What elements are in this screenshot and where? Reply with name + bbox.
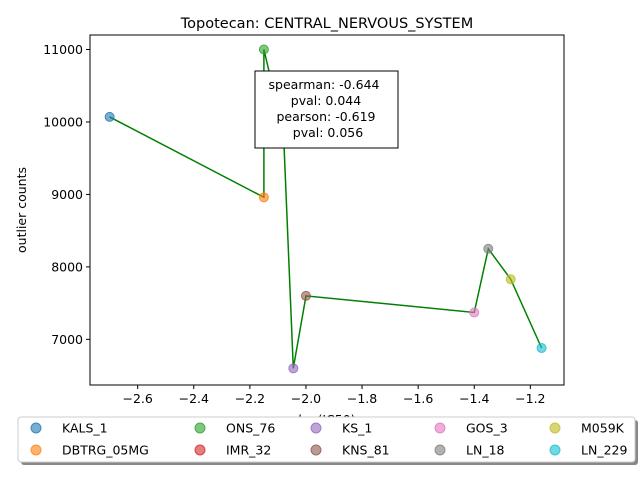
x-tick-label: −2.6 xyxy=(123,391,153,406)
y-tick-label: 11000 xyxy=(43,42,83,57)
annotation-line-spearman: spearman: -0.644 xyxy=(269,77,380,92)
annotation-frame xyxy=(254,70,399,149)
y-tick-label: 8000 xyxy=(51,259,83,274)
x-tick-label: −1.8 xyxy=(347,391,377,406)
legend-marker xyxy=(549,444,561,456)
legend-label: LN_18 xyxy=(466,443,505,458)
legend-marker xyxy=(310,444,322,456)
legend-marker xyxy=(194,422,206,434)
x-tick-label: −1.2 xyxy=(515,391,545,406)
legend-marker xyxy=(434,444,446,456)
legend-label: LN_229 xyxy=(581,443,627,458)
data-point-m059k xyxy=(505,274,516,285)
legend-label: KNS_81 xyxy=(342,443,390,458)
legend-marker xyxy=(310,422,322,434)
legend-label: IMR_32 xyxy=(226,443,271,458)
data-point-ln-18 xyxy=(483,243,494,254)
legend-marker xyxy=(30,444,42,456)
legend-label: KALS_1 xyxy=(62,421,108,436)
legend-marker xyxy=(30,422,42,434)
legend-frame xyxy=(17,416,636,463)
y-tick-label: 10000 xyxy=(43,114,83,129)
legend-label: GOS_3 xyxy=(466,421,508,436)
data-point-ks-1 xyxy=(288,363,299,374)
chart-title: Topotecan: CENTRAL_NERVOUS_SYSTEM xyxy=(180,16,473,32)
legend-label: DBTRG_05MG xyxy=(62,443,149,458)
y-tick-label: 9000 xyxy=(51,187,83,202)
data-point-ons-76 xyxy=(258,44,269,55)
x-tick-label: −1.6 xyxy=(403,391,433,406)
data-point-kns-81 xyxy=(300,290,311,301)
annotation-line-pearson-pval: pval: 0.056 xyxy=(293,125,363,140)
y-axis-label: outlier counts xyxy=(14,167,29,253)
plot-frame xyxy=(89,34,565,386)
legend-marker xyxy=(434,422,446,434)
x-tick-label: −2.2 xyxy=(235,391,265,406)
annotation-line-spearman-pval: pval: 0.044 xyxy=(291,93,361,108)
x-tick-label: −2.4 xyxy=(179,391,209,406)
legend-label: M059K xyxy=(581,421,625,436)
data-point-ln-229 xyxy=(536,343,547,354)
correlation-annotation: spearman: -0.644 pval: 0.044 pearson: -0… xyxy=(254,70,399,149)
legend: KALS_1 DBTRG_05MG ONS_76 IMR_32 KS_1 KNS_81 GO… xyxy=(17,416,638,465)
data-point-kals-1 xyxy=(104,111,115,122)
x-tick-label: −2.0 xyxy=(291,391,321,406)
y-tick-label: 7000 xyxy=(51,332,83,347)
legend-marker xyxy=(194,444,206,456)
data-point-dbtrg-05mg xyxy=(258,192,269,203)
x-tick-label: −1.4 xyxy=(459,391,489,406)
annotation-line-pearson: pearson: -0.619 xyxy=(277,109,376,124)
legend-label: KS_1 xyxy=(342,421,372,436)
legend-marker xyxy=(549,422,561,434)
data-point-gos-3 xyxy=(469,307,480,318)
legend-label: ONS_76 xyxy=(226,421,275,436)
